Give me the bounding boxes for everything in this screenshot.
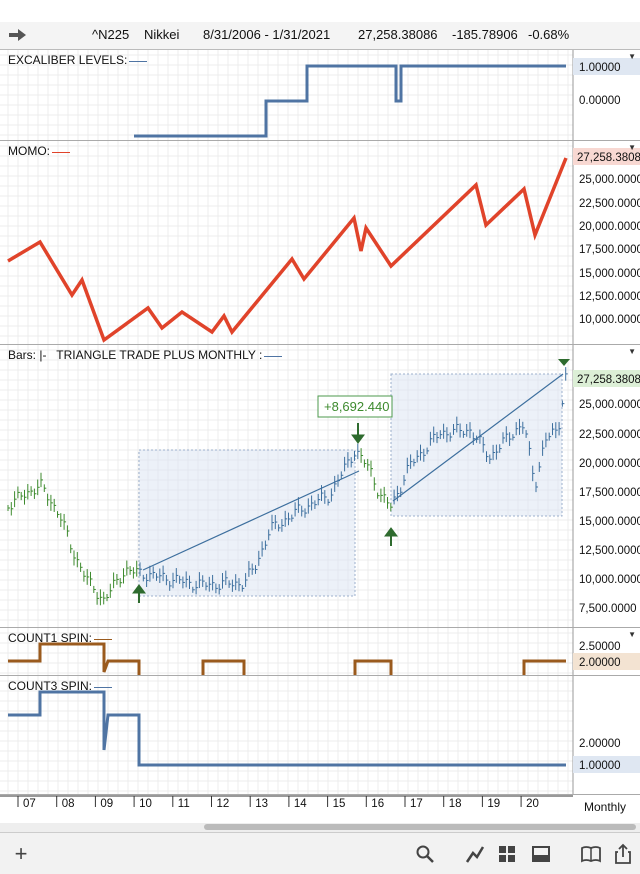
excaliber-panel[interactable]: EXCALIBER LEVELS: ▼ 1.00000 0.00000 [0,50,640,141]
momo-panel[interactable]: MOMO: ▼ 27,258.3808 25,000.0000 22,500.0… [0,141,640,345]
period-selector[interactable]: Monthly [584,800,627,814]
gain-annotation: +8,692.440 [324,399,389,414]
tick-label: 7,500.0000 [579,603,637,615]
quote-header: ^N225 Nikkei 8/31/2006 - 1/31/2021 27,25… [0,22,640,50]
horizontal-scrollbar[interactable] [0,823,640,832]
tick-label: 0.00000 [579,95,621,107]
x-tick-label: 13 [255,798,268,810]
excaliber-line [134,64,566,138]
tick-label: 25,000.0000 [579,399,640,411]
x-tick-label: 11 [178,798,190,810]
tick-label: 17,500.0000 [579,244,640,256]
count1-title: COUNT1 SPIN: [8,631,113,645]
tick-label: 25,000.0000 [579,174,640,186]
x-tick-label: 08 [62,798,75,810]
chevron-down-icon[interactable]: ▼ [628,347,636,356]
bars-panel[interactable]: Bars: |- TRIANGLE TRADE PLUS MONTHLY : ▼… [0,345,640,628]
tick-label: 2.50000 [579,641,621,653]
x-tick-label: 18 [449,798,462,810]
tick-label: 15,000.0000 [579,268,640,280]
current-value-label: 27,258.3808 [577,374,640,386]
arrow-right-icon[interactable] [8,28,28,42]
current-value-label: 1.00000 [579,760,621,772]
tick-label: 12,500.0000 [579,545,640,557]
current-value-badge [573,370,640,387]
tick-label: 22,500.0000 [579,429,640,441]
symbol-name: Nikkei [144,27,180,42]
symbol: ^N225 [92,27,130,42]
scroll-thumb[interactable] [204,824,636,830]
last-price: 27,258.38086 [358,27,438,42]
current-value-badge [573,148,640,165]
x-tick-label: 07 [23,798,36,810]
x-tick-label: 16 [371,798,384,810]
current-value-badge [573,58,640,75]
momo-chart: 27,258.3808 25,000.0000 22,500.0000 20,0… [0,141,640,344]
x-tick-label: 09 [100,798,113,810]
count3-chart: 2.00000 1.00000 [0,676,640,794]
tick-label: 15,000.0000 [579,516,640,528]
x-axis: 07 08 09 10 11 12 13 14 15 16 17 18 19 20 Monthly [0,795,640,823]
tick-label: 22,500.0000 [579,198,640,210]
panel-icon[interactable] [530,843,552,865]
triangle-box-1 [138,449,356,597]
price-bars [7,367,568,606]
tick-label: 10,000.0000 [579,574,640,586]
x-tick-label: 20 [526,798,539,810]
trend-line-1 [142,470,360,571]
gain-annotation-box [317,395,393,418]
count3-title: COUNT3 SPIN: [8,679,113,693]
chevron-down-icon[interactable]: ▼ [628,143,636,152]
current-value-badge [573,756,640,773]
x-tick-label: 15 [333,798,346,810]
count1-chart: 2.50000 2.00000 [0,628,640,675]
x-tick-label: 17 [410,798,423,810]
grid [0,50,573,140]
line-chart-icon[interactable] [464,843,486,865]
count3-panel[interactable]: COUNT3 SPIN: 2.00000 1.00000 [0,676,640,795]
up-arrow-icon [132,584,146,603]
grid-icon[interactable] [496,843,518,865]
x-tick-label: 19 [487,798,500,810]
bottom-toolbar: + [0,832,640,874]
down-arrow-icon [558,359,570,366]
book-icon[interactable] [580,843,602,865]
tick-label: 20,000.0000 [579,458,640,470]
tick-label: 2.00000 [579,738,621,750]
tick-label: 20,000.0000 [579,221,640,233]
excaliber-title: EXCALIBER LEVELS: [8,53,148,67]
current-value-label: 1.00000 [579,62,621,74]
down-arrow-icon [351,423,365,444]
chevron-down-icon[interactable]: ▼ [628,630,636,639]
count1-panel[interactable]: COUNT1 SPIN: ▼ 2.50000 2.00000 [0,628,640,676]
bars-chart: +8,692.440 27,258.3808 25,000.0000 22,50… [0,345,640,627]
date-range: 8/31/2006 - 1/31/2021 [203,27,331,42]
tick-label: 10,000.0000 [579,314,640,326]
share-icon[interactable] [612,843,634,865]
up-arrow-icon [384,527,398,546]
price-change: -185.78906 [452,27,518,42]
current-value-label: 2.00000 [579,657,621,669]
triangle-box-2 [390,373,563,517]
x-tick-label: 14 [294,798,307,810]
search-icon[interactable] [414,843,436,865]
status-strip [0,0,640,22]
momo-line [7,157,568,343]
plus-icon[interactable]: + [14,841,28,866]
tick-label: 17,500.0000 [579,487,640,499]
momo-title: MOMO: [8,144,70,158]
count1-line [8,642,566,675]
count3-line [8,690,566,767]
current-value-label: 27,258.3808 [577,152,640,164]
x-tick-label: 10 [139,798,152,810]
tick-label: 12,500.0000 [579,291,640,303]
excaliber-chart: 1.00000 0.00000 [0,50,640,140]
bars-title: Bars: |- TRIANGLE TRADE PLUS MONTHLY : [8,348,283,362]
x-tick-label: 12 [217,798,230,810]
price-change-pct: -0.68% [528,27,570,42]
trend-line-2 [392,373,564,502]
chevron-down-icon[interactable]: ▼ [628,52,636,61]
current-value-badge [573,653,640,670]
